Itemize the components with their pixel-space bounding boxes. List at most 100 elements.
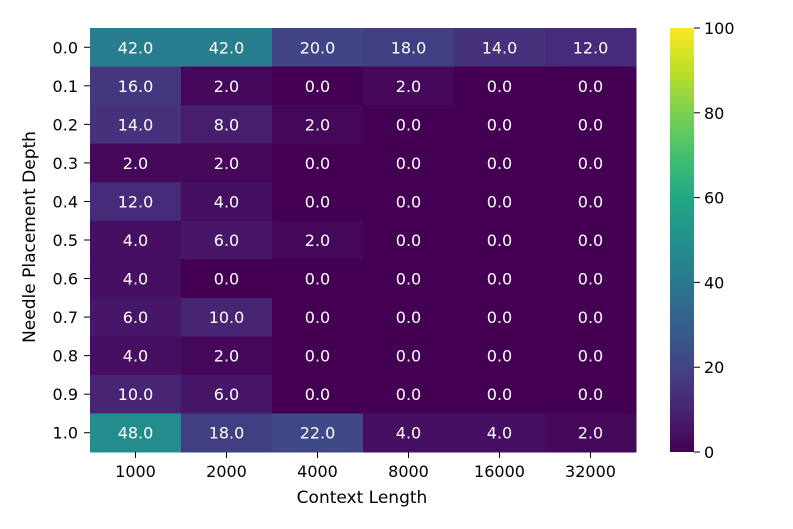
heatmap-cell [545, 143, 637, 183]
y-tick-label: 0.1 [53, 77, 78, 96]
y-tick-label: 0.6 [53, 270, 78, 289]
heatmap-cell [272, 220, 364, 260]
heatmap-cell [181, 28, 273, 68]
heatmap-cell [363, 105, 455, 145]
colorbar-tick-label: 60 [704, 189, 724, 208]
heatmap-cell [363, 259, 455, 299]
heatmap-cell [181, 259, 273, 299]
cell-value-label: 0.0 [305, 308, 330, 327]
heatmap-cell [545, 336, 637, 376]
colorbar-tick-label: 20 [704, 358, 724, 377]
heatmap-cell [272, 182, 364, 222]
cell-value-label: 2.0 [305, 231, 330, 250]
cell-value-label: 2.0 [214, 154, 239, 173]
heatmap-cell [545, 374, 637, 414]
cell-value-label: 0.0 [396, 231, 421, 250]
y-tick-label: 0.9 [53, 385, 78, 404]
cell-value-label: 0.0 [578, 77, 603, 96]
cell-value-label: 0.0 [305, 77, 330, 96]
heatmap-cell [181, 66, 273, 106]
colorbar-tick-label: 80 [704, 104, 724, 123]
cell-value-label: 12.0 [573, 38, 609, 57]
cell-value-label: 4.0 [123, 347, 148, 366]
heatmap-cell [454, 66, 546, 106]
heatmap-cell [181, 220, 273, 260]
y-axis-ticks: 0.0 0.1 0.2 0.3 0.4 0.5 0.6 0.7 0.8 0.9 1.0 [53, 38, 90, 443]
x-tick-label: 2000 [206, 462, 247, 481]
heatmap-cell [181, 413, 273, 453]
x-tick-label: 16000 [474, 462, 525, 481]
x-axis-label: Context Length [297, 488, 428, 508]
cell-value-label: 2.0 [214, 77, 239, 96]
cell-value-label: 2.0 [305, 115, 330, 134]
heatmap-cell [454, 220, 546, 260]
heatmap-cell [545, 297, 637, 337]
colorbar [670, 28, 694, 452]
cell-annotations: 42.0 42.0 20.0 18.0 14.0 12.0 16.0 2.0 0.0 2.0 0.0… [118, 38, 609, 442]
heatmap-cell [90, 105, 182, 145]
colorbar-ticks: 0 20 40 60 80 100 [694, 19, 735, 462]
heatmap-cell [454, 374, 546, 414]
heatmap-cell [181, 143, 273, 183]
heatmap-cell [181, 374, 273, 414]
cell-value-label: 22.0 [300, 424, 336, 443]
heatmap-cell [545, 220, 637, 260]
cell-value-label: 2.0 [214, 347, 239, 366]
heatmap-cell [363, 182, 455, 222]
heatmap-cell [545, 28, 637, 68]
colorbar-tick-label: 0 [704, 443, 714, 462]
heatmap-cell [454, 28, 546, 68]
heatmap-cell [90, 182, 182, 222]
y-tick-label: 0.7 [53, 308, 78, 327]
cell-value-label: 0.0 [305, 385, 330, 404]
heatmap-cell [90, 143, 182, 183]
cell-value-label: 0.0 [487, 192, 512, 211]
heatmap-cell [454, 413, 546, 453]
cell-value-label: 0.0 [396, 154, 421, 173]
heatmap-cell [454, 336, 546, 376]
heatmap-cell [272, 66, 364, 106]
cell-value-label: 4.0 [396, 424, 421, 443]
cell-value-label: 0.0 [578, 231, 603, 250]
x-tick-label: 8000 [388, 462, 429, 481]
cell-value-label: 18.0 [391, 38, 427, 57]
heatmap-cell [363, 374, 455, 414]
heatmap-cell [272, 336, 364, 376]
y-tick-label: 0.5 [53, 231, 78, 250]
heatmap-cell [272, 297, 364, 337]
cell-value-label: 20.0 [300, 38, 336, 57]
y-tick-label: 0.8 [53, 347, 78, 366]
cell-value-label: 0.0 [396, 308, 421, 327]
heatmap-cell [545, 259, 637, 299]
heatmap-cell [454, 143, 546, 183]
cell-value-label: 16.0 [118, 77, 154, 96]
heatmap-cell [363, 143, 455, 183]
heatmap-cell [363, 28, 455, 68]
heatmap-cell [272, 374, 364, 414]
heatmap-cell [454, 259, 546, 299]
cell-value-label: 14.0 [482, 38, 518, 57]
cell-value-label: 6.0 [214, 231, 239, 250]
y-tick-label: 0.4 [53, 192, 78, 211]
cell-value-label: 2.0 [578, 424, 603, 443]
heatmap-cell [545, 182, 637, 222]
cell-value-label: 0.0 [487, 385, 512, 404]
heatmap-cell [272, 105, 364, 145]
heatmap-cell [90, 413, 182, 453]
heatmap-cell [363, 413, 455, 453]
cell-value-label: 0.0 [305, 347, 330, 366]
colorbar-tick-label: 40 [704, 273, 724, 292]
heatmap-cell [90, 374, 182, 414]
cell-value-label: 4.0 [487, 424, 512, 443]
heatmap-cell [454, 105, 546, 145]
y-tick-label: 0.0 [53, 38, 78, 57]
cell-value-label: 42.0 [209, 38, 245, 57]
cell-value-label: 4.0 [123, 270, 148, 289]
heatmap-cell [181, 105, 273, 145]
cell-value-label: 0.0 [578, 115, 603, 134]
cell-value-label: 0.0 [578, 347, 603, 366]
cell-value-label: 0.0 [578, 192, 603, 211]
cell-value-label: 0.0 [305, 154, 330, 173]
cell-value-label: 10.0 [118, 385, 154, 404]
